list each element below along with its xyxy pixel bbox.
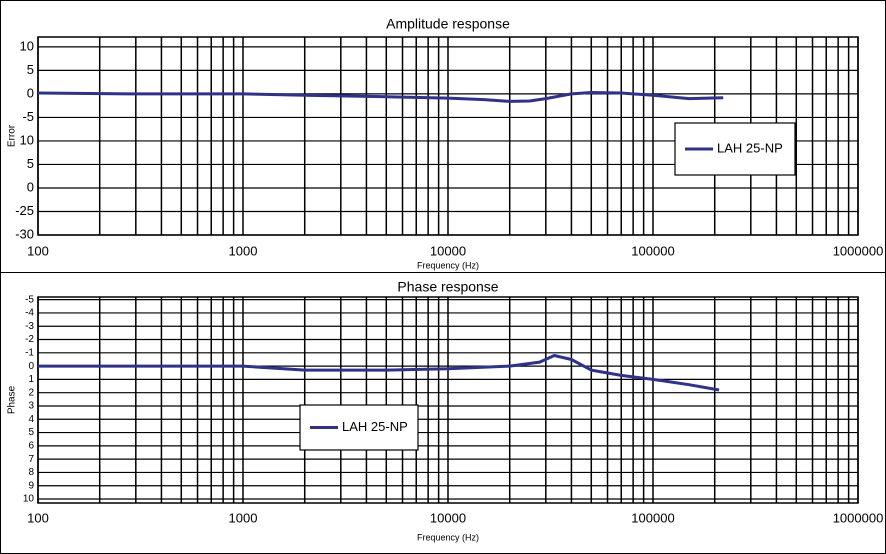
- x-tick-label: 100: [27, 243, 49, 258]
- x-tick-label: 100000: [631, 243, 674, 258]
- x-tick-label: 10000: [430, 243, 466, 258]
- y-tick-label: 1: [28, 374, 34, 385]
- y-tick-label: -5: [22, 109, 34, 124]
- x-tick-label: 100: [27, 510, 49, 525]
- x-axis-label: Frequency (Hz): [417, 532, 479, 542]
- y-tick-label: 5: [28, 427, 34, 438]
- y-tick-label: 10: [20, 38, 34, 53]
- chart-title: Amplitude response: [386, 16, 510, 32]
- y-tick-label: -30: [15, 226, 34, 241]
- y-tick-label: 5: [27, 156, 34, 171]
- line-series: [37, 91, 724, 103]
- y-tick-label: 2: [28, 387, 34, 398]
- x-tick-label: 1000: [229, 243, 258, 258]
- y-tick-label: -5: [25, 294, 34, 305]
- y-tick-label: 10: [23, 494, 35, 505]
- y-tick-label: -2: [25, 334, 34, 345]
- x-tick-label: 1000000: [833, 243, 884, 258]
- y-tick-label: 0: [28, 361, 34, 372]
- legend-label: LAH 25-NP: [717, 140, 783, 155]
- y-tick-label: 10: [20, 132, 34, 147]
- y-tick-label: 5: [27, 62, 34, 77]
- y-tick-label: 8: [28, 467, 34, 478]
- x-tick-label: 1000: [229, 510, 258, 525]
- y-tick-label: 4: [28, 414, 34, 425]
- y-tick-label: 9: [28, 480, 34, 491]
- y-axis-label: Error: [7, 124, 18, 147]
- x-axis-label: Frequency (Hz): [417, 260, 479, 270]
- line-series: [38, 354, 720, 392]
- legend-label: LAH 25-NP: [342, 419, 408, 434]
- y-tick-label: 3: [28, 401, 34, 412]
- y-tick-label: 7: [28, 454, 34, 465]
- y-tick-label: -3: [25, 321, 34, 332]
- y-axis-label: Phase: [7, 385, 18, 414]
- y-tick-label: -4: [25, 308, 34, 319]
- y-tick-label: -25: [15, 203, 34, 218]
- y-tick-label: 0: [27, 179, 34, 194]
- chart-title: Phase response: [397, 279, 498, 295]
- y-tick-label: -1: [25, 347, 34, 358]
- x-tick-label: 10000: [430, 510, 466, 525]
- x-tick-label: 100000: [631, 510, 674, 525]
- x-tick-label: 1000000: [833, 510, 884, 525]
- y-tick-label: 0: [27, 85, 34, 100]
- y-tick-label: 6: [28, 440, 34, 451]
